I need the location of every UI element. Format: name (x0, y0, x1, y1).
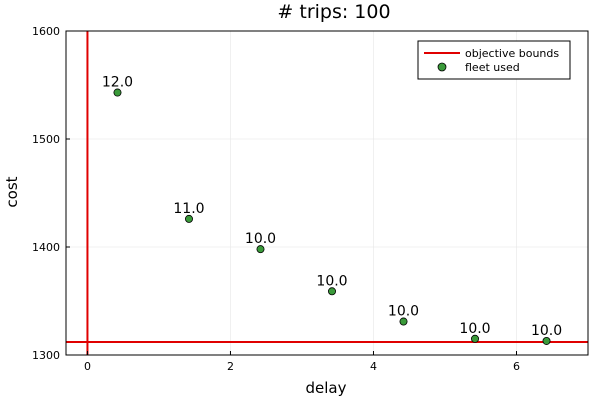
data-point (328, 287, 337, 296)
data-labels: 12.0 11.0 10.0 10.0 10.0 10.0 10.0 (102, 75, 562, 339)
data-point (471, 334, 480, 343)
data-point (113, 88, 122, 97)
legend-bounds-label: objective bounds (465, 47, 559, 60)
x-tick-label: 0 (84, 360, 91, 373)
chart-title: # trips: 100 (277, 1, 390, 23)
data-point (256, 245, 265, 254)
x-tick-label: 4 (370, 360, 377, 373)
plot-frame (65, 30, 589, 356)
legend: objective bounds fleet used (417, 40, 571, 80)
data-label: 10.0 (531, 323, 562, 339)
data-label: 10.0 (316, 273, 347, 289)
y-tick-label: 1400 (32, 241, 60, 254)
y-tick-label: 1300 (32, 349, 60, 362)
axis-ticks: 0 2 4 6 1300 1400 1500 1600 (32, 25, 520, 373)
legend-fleet-label: fleet used (465, 61, 520, 74)
data-label: 10.0 (388, 304, 419, 320)
y-tick-label: 1600 (32, 25, 60, 38)
data-points (113, 88, 551, 345)
data-point (542, 336, 551, 345)
data-label: 12.0 (102, 75, 133, 91)
legend-box (417, 40, 571, 80)
legend-fleet-swatch (437, 62, 447, 72)
x-axis-label: delay (306, 379, 347, 397)
data-label: 10.0 (459, 321, 490, 337)
y-tick-label: 1500 (32, 133, 60, 146)
data-label: 11.0 (173, 201, 204, 217)
y-axis-label: cost (3, 176, 21, 207)
data-label: 10.0 (245, 231, 276, 247)
data-point (184, 214, 193, 223)
grid-lines (66, 30, 588, 356)
data-point (399, 317, 408, 326)
objective-bounds-lines (66, 31, 588, 355)
x-tick-label: 2 (227, 360, 234, 373)
x-tick-label: 6 (513, 360, 520, 373)
